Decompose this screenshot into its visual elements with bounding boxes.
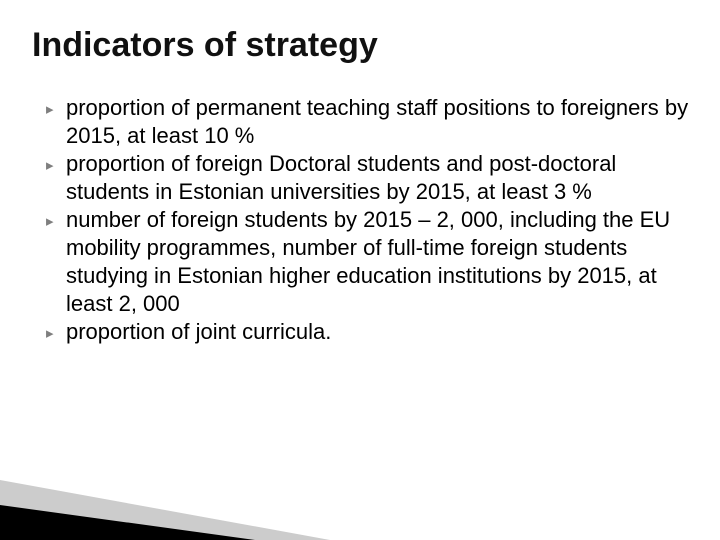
bullet-marker-icon: ▸ xyxy=(46,206,66,236)
wedge-inner xyxy=(0,505,255,540)
slide-title: Indicators of strategy xyxy=(32,26,378,65)
bullet-text: number of foreign students by 2015 – 2, … xyxy=(66,206,696,318)
bullet-text: proportion of permanent teaching staff p… xyxy=(66,94,696,150)
list-item: ▸ number of foreign students by 2015 – 2… xyxy=(46,206,696,318)
bullet-text: proportion of foreign Doctoral students … xyxy=(66,150,696,206)
bullet-marker-icon: ▸ xyxy=(46,150,66,180)
list-item: ▸ proportion of joint curricula. xyxy=(46,318,696,348)
bullet-marker-icon: ▸ xyxy=(46,94,66,124)
slide: Indicators of strategy ▸ proportion of p… xyxy=(0,0,720,540)
list-item: ▸ proportion of permanent teaching staff… xyxy=(46,94,696,150)
wedge-outer xyxy=(0,480,330,540)
decorative-wedge-icon xyxy=(0,420,720,540)
bullet-marker-icon: ▸ xyxy=(46,318,66,348)
bullet-text: proportion of joint curricula. xyxy=(66,318,696,346)
bullet-list: ▸ proportion of permanent teaching staff… xyxy=(46,94,696,348)
list-item: ▸ proportion of foreign Doctoral student… xyxy=(46,150,696,206)
